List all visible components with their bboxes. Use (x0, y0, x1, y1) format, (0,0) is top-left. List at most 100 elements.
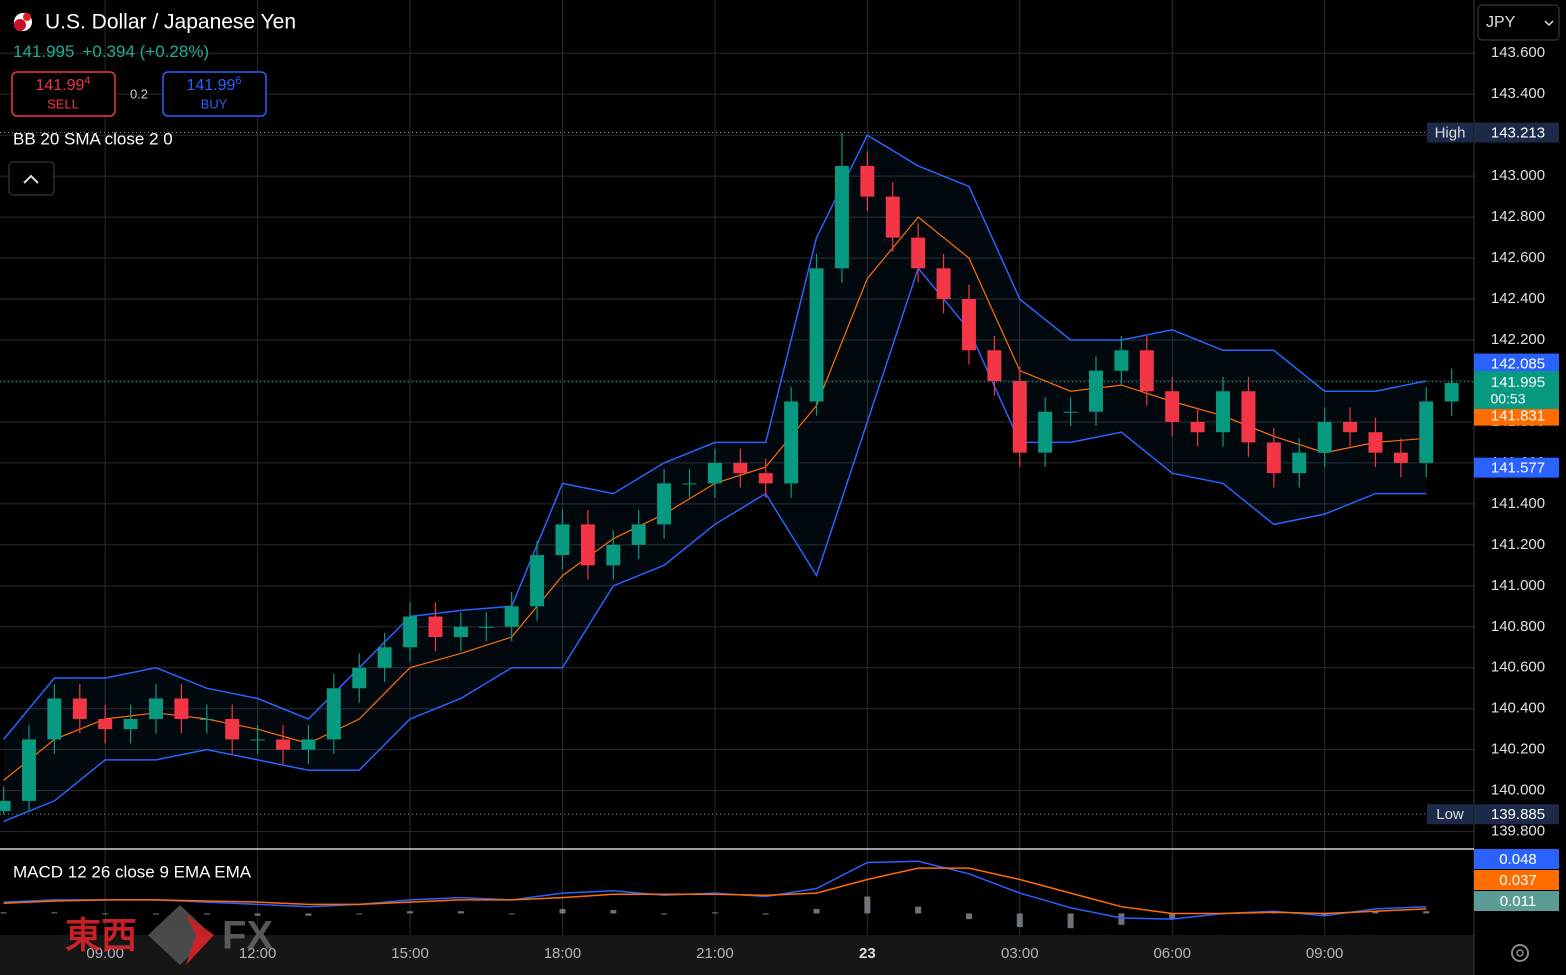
macd-label: MACD 12 26 close 9 EMA EMA (13, 862, 252, 881)
candle-body (1216, 391, 1231, 433)
candle-body (225, 718, 240, 740)
buy-price-main[interactable]: 141.99 (186, 77, 235, 94)
candle-body (530, 555, 545, 607)
macd-histogram-bar (0, 912, 7, 914)
macd-histogram-bar (1016, 913, 1023, 928)
x-tick-label: 12:00 (239, 945, 277, 962)
macd-histogram-bar (1118, 913, 1125, 925)
macd-histogram-bar (102, 913, 109, 915)
symbol-title: U.S. Dollar / Japanese Yen (45, 11, 296, 34)
marker-badge-label: 139.885 (1491, 806, 1545, 823)
buy-pip[interactable]: 6 (235, 75, 241, 87)
candle-body (149, 698, 163, 719)
candle-body (1266, 442, 1281, 474)
candle-body (1190, 421, 1205, 433)
macd-histogram-bar (203, 913, 210, 915)
watermark-left: 東西 (65, 915, 137, 956)
candle-body (911, 237, 926, 269)
candle-body (352, 667, 367, 689)
y-tick-label: 143.000 (1491, 167, 1545, 184)
candle-body (428, 616, 443, 638)
macd-badge (1474, 891, 1559, 911)
buy-button[interactable] (162, 71, 267, 117)
macd-histogram-bar (915, 906, 922, 914)
candle-body (199, 718, 214, 720)
bb-upper (3, 134, 1427, 740)
currency-label[interactable]: JPY (1486, 14, 1516, 31)
settings-icon[interactable] (1516, 949, 1524, 957)
macd-histogram-bar (407, 911, 414, 914)
candle-body (453, 626, 468, 638)
bb-middle-badge-label: 141.831 (1491, 408, 1545, 425)
y-tick-label: 142.600 (1491, 249, 1545, 266)
marker-tag (1427, 804, 1473, 825)
candle-body (377, 647, 392, 668)
sell-price[interactable]: 141.994 (35, 75, 90, 94)
y-tick-label: 140.400 (1491, 700, 1545, 717)
x-tick-label: 06:00 (1153, 945, 1191, 962)
macd-histogram-bar (610, 910, 617, 914)
candle-body (72, 698, 87, 719)
sell-label[interactable]: SELL (47, 96, 79, 111)
candle-body (758, 473, 773, 484)
candle-body (1444, 383, 1459, 402)
candle-body (1063, 411, 1078, 413)
collapse-icon[interactable] (23, 174, 39, 184)
indicator-label: BB 20 SMA close 2 0 (13, 129, 173, 148)
bb-middle-badge (1474, 405, 1559, 426)
candle-body (606, 544, 621, 566)
candle-body (1393, 452, 1408, 463)
candle-body (1317, 421, 1332, 453)
bb-upper-badge-label: 142.085 (1491, 356, 1545, 373)
settings-icon[interactable] (1511, 944, 1529, 962)
candle-body (733, 462, 748, 474)
watermark-right: FX (222, 914, 273, 958)
y-tick-label: 142.800 (1491, 208, 1545, 225)
y-tick-label: 140.200 (1491, 741, 1545, 758)
macd-badge-label: 0.011 (1500, 893, 1536, 910)
buy-label[interactable]: BUY (201, 96, 228, 111)
watermark: 東西 FX (65, 905, 273, 965)
price-change: +0.394 (+0.28%) (82, 42, 209, 61)
sell-price-main[interactable]: 141.99 (35, 77, 84, 94)
candle-body (1038, 411, 1053, 453)
y-tick-label: 141.000 (1491, 577, 1545, 594)
candle-body (403, 616, 418, 648)
sell-pip[interactable]: 4 (84, 75, 90, 87)
x-tick-label: 23 (859, 945, 876, 962)
macd-histogram-bar (254, 913, 261, 916)
macd-histogram-bar (1169, 913, 1176, 920)
candle-body (784, 401, 799, 484)
sell-button[interactable] (11, 71, 116, 117)
bb-lower (3, 266, 1427, 823)
buy-price[interactable]: 141.996 (186, 75, 241, 94)
candle-body (1114, 350, 1129, 371)
macd-badge (1474, 849, 1559, 869)
marker-badge (1474, 804, 1559, 825)
marker-badge (1474, 122, 1559, 143)
bb-lower-badge-label: 141.577 (1491, 460, 1545, 477)
candle-body (123, 718, 138, 730)
candle-body (1139, 350, 1154, 392)
candle-body (580, 524, 595, 566)
dropdown-icon[interactable] (1544, 20, 1554, 27)
y-tick-label: 139.800 (1491, 823, 1545, 840)
macd-histogram-bar (152, 913, 159, 915)
candle-body (555, 524, 570, 556)
y-tick-label: 140.000 (1491, 782, 1545, 799)
macd-histogram-bar (864, 896, 871, 914)
macd-histogram-bar (305, 913, 312, 916)
plot (0, 132, 1474, 929)
bb-lower-badge (1474, 457, 1559, 478)
macd-histogram-bar (1423, 911, 1430, 914)
y-tick-label: 143.600 (1491, 44, 1545, 61)
x-tick-label: 18:00 (544, 945, 582, 962)
candle-body (21, 739, 36, 801)
macd-badge-label: 0.037 (1499, 872, 1537, 889)
collapse-button[interactable] (8, 161, 55, 196)
candle-body (326, 688, 341, 740)
currency-select[interactable] (1477, 4, 1560, 41)
axis-labels: 139.800 140.000 140.200 140.400 140.600 140.8… (86, 44, 1559, 962)
